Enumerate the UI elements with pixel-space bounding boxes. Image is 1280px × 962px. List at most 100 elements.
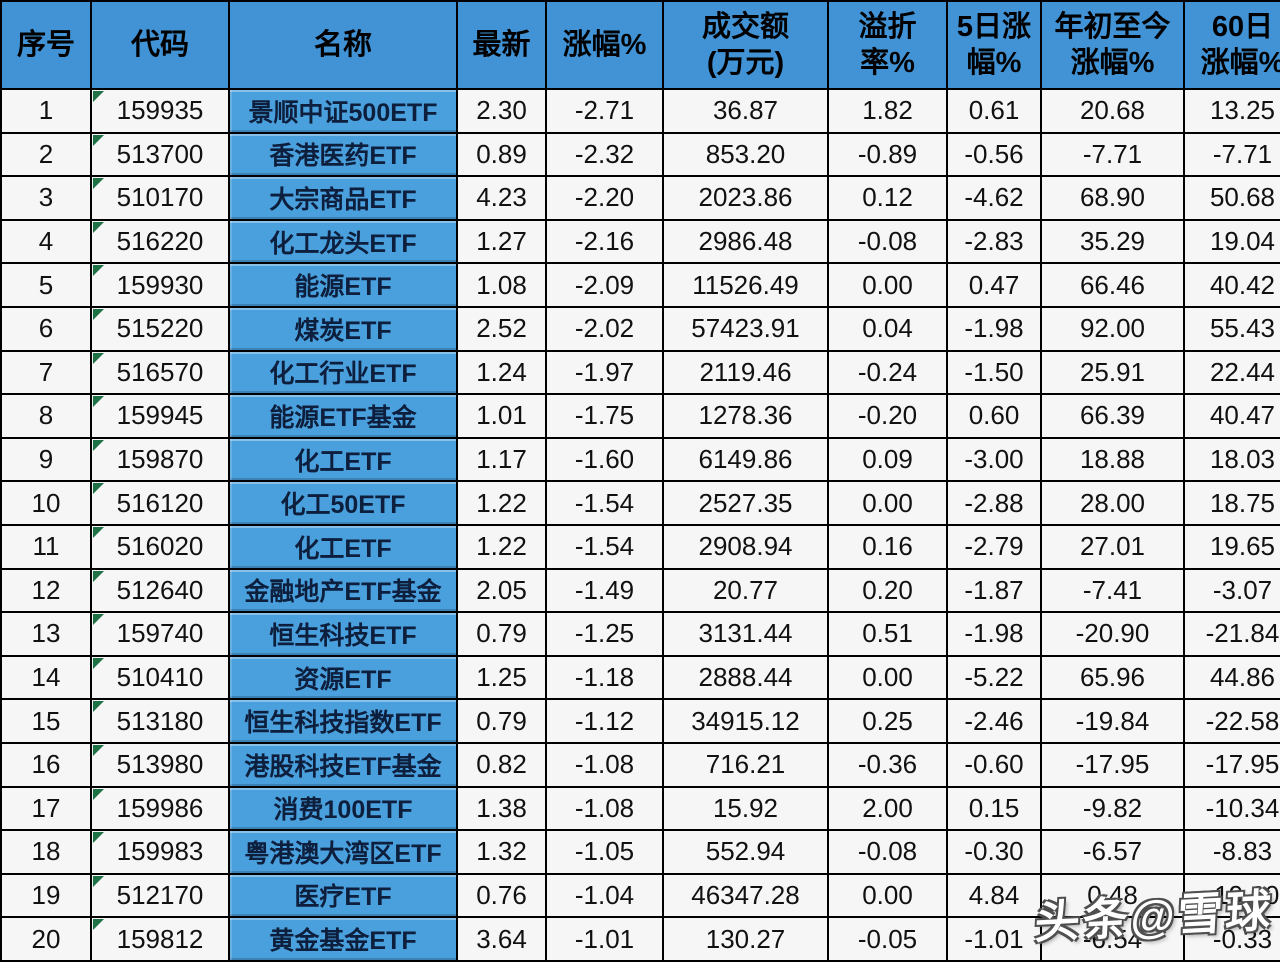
code-value: 512640 bbox=[116, 574, 204, 605]
cell-last: 1.38 bbox=[456, 785, 547, 832]
cell-ytd: -17.95 bbox=[1040, 741, 1185, 788]
cell-turnover: 2527.35 bbox=[662, 480, 829, 526]
cell-premium: -0.24 bbox=[827, 349, 948, 396]
cell-chg60d: 18.03 bbox=[1183, 436, 1280, 483]
cell-ytd: -6.54 bbox=[1040, 916, 1185, 962]
cell-chg60d: 55.43 bbox=[1183, 305, 1280, 352]
table-row: 20 159812 黄金基金ETF 3.64 -1.01 130.27 -0.05 -1.01… bbox=[0, 916, 1280, 962]
cell-name: 港股科技ETF基金 bbox=[228, 741, 458, 788]
table-row: 10 516120 化工50ETF 1.22 -1.54 2527.35 0.00 -2.88… bbox=[0, 480, 1280, 526]
code-value: 516020 bbox=[116, 531, 204, 562]
cell-last: 3.64 bbox=[456, 916, 547, 962]
code-value: 159983 bbox=[116, 836, 204, 867]
cell-idx: 19 bbox=[0, 872, 92, 919]
cell-ytd: 35.29 bbox=[1040, 218, 1185, 265]
cell-chg5d: -1.98 bbox=[946, 305, 1042, 352]
cell-turnover: 46347.28 bbox=[662, 872, 829, 919]
cell-premium: 0.16 bbox=[827, 523, 948, 570]
cell-chg5d: -1.98 bbox=[946, 611, 1042, 657]
cell-premium: 0.04 bbox=[827, 305, 948, 352]
cell-chg60d: 40.42 bbox=[1183, 262, 1280, 308]
cell-chg60d: 19.65 bbox=[1183, 523, 1280, 570]
cell-name: 黄金基金ETF bbox=[228, 916, 458, 962]
stored-as-text-flag-icon bbox=[93, 570, 104, 582]
cell-chg5d: 0.60 bbox=[946, 393, 1042, 439]
cell-chg5d: 4.84 bbox=[946, 872, 1042, 919]
cell-last: 1.27 bbox=[456, 218, 547, 265]
cell-chg5d: 0.61 bbox=[946, 88, 1042, 134]
cell-change: -2.09 bbox=[545, 262, 664, 308]
cell-ytd: 0.48 bbox=[1040, 872, 1185, 919]
cell-premium: -0.08 bbox=[827, 218, 948, 265]
cell-change: -1.54 bbox=[545, 523, 664, 570]
cell-idx: 7 bbox=[0, 349, 92, 396]
code-value: 513980 bbox=[116, 749, 204, 780]
stored-as-text-flag-icon bbox=[93, 526, 104, 538]
cell-chg60d: -3.07 bbox=[1183, 567, 1280, 614]
cell-code: 513700 bbox=[90, 131, 230, 178]
stored-as-text-flag-icon bbox=[93, 919, 104, 931]
cell-chg5d: -2.88 bbox=[946, 480, 1042, 526]
cell-turnover: 130.27 bbox=[662, 916, 829, 962]
cell-code: 516120 bbox=[90, 480, 230, 526]
stored-as-text-flag-icon bbox=[93, 91, 104, 102]
cell-idx: 18 bbox=[0, 829, 92, 875]
cell-premium: -0.20 bbox=[827, 393, 948, 439]
cell-idx: 20 bbox=[0, 916, 92, 962]
header-cell-ytd: 年初至今 涨幅% bbox=[1040, 0, 1185, 90]
cell-idx: 15 bbox=[0, 698, 92, 744]
stored-as-text-flag-icon bbox=[93, 701, 104, 713]
cell-premium: 0.00 bbox=[827, 480, 948, 526]
cell-idx: 9 bbox=[0, 436, 92, 483]
cell-change: -1.01 bbox=[545, 916, 664, 962]
cell-chg60d: -19.10 bbox=[1183, 872, 1280, 919]
cell-name: 医疗ETF bbox=[228, 872, 458, 919]
cell-premium: 0.20 bbox=[827, 567, 948, 614]
cell-name: 煤炭ETF bbox=[228, 305, 458, 352]
stored-as-text-flag-icon bbox=[93, 134, 104, 146]
cell-ytd: 18.88 bbox=[1040, 436, 1185, 483]
cell-name: 恒生科技ETF bbox=[228, 611, 458, 657]
header-cell-idx: 序号 bbox=[0, 0, 92, 90]
cell-ytd: 92.00 bbox=[1040, 305, 1185, 352]
cell-name: 恒生科技指数ETF bbox=[228, 698, 458, 744]
cell-idx: 8 bbox=[0, 393, 92, 439]
table-row: 4 516220 化工龙头ETF 1.27 -2.16 2986.48 -0.08 -2.83… bbox=[0, 218, 1280, 265]
cell-premium: -0.08 bbox=[827, 829, 948, 875]
stored-as-text-flag-icon bbox=[93, 221, 104, 233]
cell-change: -2.16 bbox=[545, 218, 664, 265]
cell-ytd: -9.82 bbox=[1040, 785, 1185, 832]
stored-as-text-flag-icon bbox=[93, 788, 104, 800]
header-cell-turnover: 成交额 (万元) bbox=[662, 0, 829, 90]
cell-code: 159986 bbox=[90, 785, 230, 832]
cell-last: 0.79 bbox=[456, 698, 547, 744]
code-value: 510410 bbox=[116, 662, 204, 693]
code-value: 159935 bbox=[116, 95, 204, 126]
cell-last: 1.01 bbox=[456, 393, 547, 439]
cell-change: -2.02 bbox=[545, 305, 664, 352]
header-cell-name: 名称 bbox=[228, 0, 458, 90]
code-value: 159930 bbox=[116, 269, 204, 300]
cell-chg5d: -3.00 bbox=[946, 436, 1042, 483]
table-row: 18 159983 粤港澳大湾区ETF 1.32 -1.05 552.94 -0.08 -0.… bbox=[0, 829, 1280, 875]
stored-as-text-flag-icon bbox=[93, 265, 104, 277]
cell-change: -2.71 bbox=[545, 88, 664, 134]
cell-chg5d: -0.60 bbox=[946, 741, 1042, 788]
cell-last: 2.05 bbox=[456, 567, 547, 614]
table-body: 1 159935 景顺中证500ETF 2.30 -2.71 36.87 1.82 0.61 2… bbox=[0, 88, 1280, 962]
cell-idx: 11 bbox=[0, 523, 92, 570]
header-cell-chg5d: 5日涨 幅% bbox=[946, 0, 1042, 90]
cell-name: 化工行业ETF bbox=[228, 349, 458, 396]
cell-change: -1.18 bbox=[545, 654, 664, 701]
cell-turnover: 2023.86 bbox=[662, 175, 829, 221]
table-row: 13 159740 恒生科技ETF 0.79 -1.25 3131.44 0.51 -1.98… bbox=[0, 611, 1280, 657]
stored-as-text-flag-icon bbox=[93, 396, 104, 408]
cell-chg5d: -0.30 bbox=[946, 829, 1042, 875]
cell-ytd: -7.41 bbox=[1040, 567, 1185, 614]
cell-turnover: 3131.44 bbox=[662, 611, 829, 657]
code-value: 159870 bbox=[116, 444, 204, 475]
table-row: 7 516570 化工行业ETF 1.24 -1.97 2119.46 -0.24 -1.50… bbox=[0, 349, 1280, 396]
code-value: 516570 bbox=[116, 356, 204, 387]
cell-premium: -0.89 bbox=[827, 131, 948, 178]
cell-chg60d: -8.83 bbox=[1183, 829, 1280, 875]
